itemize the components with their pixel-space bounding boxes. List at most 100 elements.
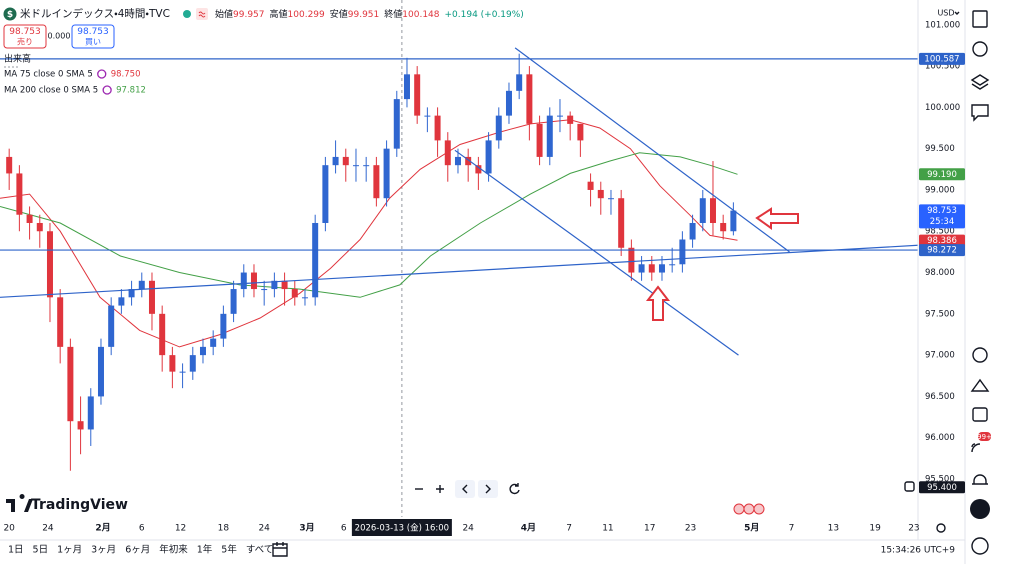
x-tick-label: 24 bbox=[258, 524, 270, 534]
bell[interactable] bbox=[972, 474, 988, 485]
candle-body bbox=[393, 99, 400, 149]
candle-body bbox=[516, 74, 523, 91]
currency[interactable]: USD bbox=[937, 9, 954, 18]
range-button[interactable]: 5日 bbox=[33, 545, 49, 556]
y-tick-label: 99.000 bbox=[925, 185, 955, 195]
ohlc-value: 99.957 bbox=[233, 10, 265, 20]
candle-body bbox=[138, 280, 145, 290]
x-tick-label: 24 bbox=[462, 524, 474, 534]
price-badge-label: 98.272 bbox=[927, 246, 957, 256]
events bbox=[733, 503, 765, 515]
clock: 15:34:26 UTC+9 bbox=[881, 546, 956, 556]
range-button[interactable]: 6ヶ月 bbox=[125, 545, 150, 556]
candle-body bbox=[546, 115, 553, 157]
candle-body bbox=[77, 421, 84, 430]
logo-icon bbox=[6, 494, 33, 512]
candle-body bbox=[638, 264, 645, 273]
candle-body bbox=[26, 214, 33, 223]
scroll-right-bg[interactable] bbox=[478, 480, 498, 498]
trend-line bbox=[0, 244, 918, 298]
candle-body bbox=[118, 297, 125, 306]
candle-body bbox=[169, 355, 176, 372]
data-icon bbox=[196, 8, 208, 20]
candle-body bbox=[230, 289, 237, 314]
candle-body bbox=[87, 396, 94, 430]
range-button[interactable]: すべて bbox=[246, 545, 273, 556]
indicator-name: MA 200 close 0 SMA 5 bbox=[4, 86, 98, 96]
x-tick-label: 7 bbox=[566, 524, 572, 534]
y-tick-label: 97.500 bbox=[925, 309, 955, 319]
buy-label[interactable]: 買い bbox=[85, 38, 101, 47]
price-badge-label: 98.753 bbox=[927, 206, 957, 216]
ohlc-value: 100.148 bbox=[402, 10, 439, 20]
candle-body bbox=[128, 289, 135, 298]
range-button[interactable]: 3ヶ月 bbox=[91, 545, 116, 556]
symbol-icon-text: $ bbox=[7, 10, 13, 20]
candle-body bbox=[291, 289, 298, 298]
pine[interactable] bbox=[970, 378, 990, 392]
candle-body bbox=[67, 346, 74, 422]
calendar[interactable] bbox=[972, 407, 988, 422]
candle-body bbox=[720, 222, 727, 232]
apps[interactable] bbox=[970, 499, 990, 519]
y-tick-label: 96.500 bbox=[925, 392, 955, 402]
zoom-in[interactable] bbox=[436, 485, 444, 493]
ideas[interactable] bbox=[972, 347, 988, 363]
settings[interactable] bbox=[936, 523, 946, 533]
ohlc-label: 終値 bbox=[384, 8, 402, 20]
sell-label[interactable]: 売り bbox=[17, 37, 33, 47]
candle-body bbox=[312, 222, 319, 298]
layers[interactable] bbox=[970, 74, 990, 90]
y-tick-label: 101.000 bbox=[925, 20, 960, 30]
range-button[interactable]: 1日 bbox=[8, 545, 24, 556]
range-button[interactable]: 1年 bbox=[197, 544, 213, 556]
notifications[interactable] bbox=[971, 443, 981, 453]
moving-average bbox=[0, 152, 738, 298]
price-countdown: 25:34 bbox=[930, 217, 955, 227]
price-badge bbox=[919, 234, 965, 247]
candle-body bbox=[618, 198, 625, 248]
x-tick-label: 23 bbox=[908, 524, 919, 534]
crosshair-label: 2026-03-13 (金) 16:00 bbox=[355, 523, 449, 534]
sell-button[interactable] bbox=[3, 24, 47, 49]
y-tick-label: 98.000 bbox=[925, 268, 955, 278]
candle-body bbox=[709, 198, 716, 223]
range-bar: 1日 5日 1ヶ月 3ヶ月 6ヶ月 年初来 1年 5年 すべて bbox=[8, 544, 273, 556]
sell-price[interactable]: 98.753 bbox=[9, 27, 41, 37]
date-range[interactable] bbox=[272, 542, 288, 557]
candle-body bbox=[679, 239, 686, 265]
candle-body bbox=[261, 289, 268, 291]
chat[interactable] bbox=[971, 104, 989, 122]
ohlc-label: 安値 bbox=[330, 8, 348, 20]
range-button[interactable]: 1ヶ月 bbox=[57, 545, 82, 556]
auto-scale[interactable] bbox=[904, 481, 915, 492]
candle-body bbox=[730, 210, 737, 232]
x-tick-label: 5月 bbox=[744, 523, 759, 534]
arrow-annotation bbox=[645, 285, 671, 321]
candle-body bbox=[607, 198, 614, 200]
range-button[interactable]: 5年 bbox=[221, 544, 237, 556]
y-tick-label: 100.000 bbox=[925, 103, 960, 113]
ohlc-value: 99.951 bbox=[348, 10, 380, 20]
scroll-left[interactable] bbox=[462, 484, 468, 494]
candle-body bbox=[628, 247, 635, 273]
ohlc-value: 100.299 bbox=[288, 10, 325, 20]
buy-price[interactable]: 98.753 bbox=[77, 27, 109, 37]
crosshair-label-bg bbox=[351, 519, 452, 536]
currency-caret bbox=[954, 11, 960, 15]
watchlist[interactable] bbox=[972, 10, 988, 28]
reset[interactable] bbox=[509, 483, 520, 495]
candle-body bbox=[526, 74, 533, 124]
candle-body bbox=[199, 346, 206, 356]
ohlc-legend: 始値99.957 高値100.299 安値99.951 終値100.148 +0.194… bbox=[215, 8, 524, 20]
x-tick-label: 4月 bbox=[521, 523, 536, 534]
scroll-left-bg[interactable] bbox=[455, 480, 475, 498]
range-button[interactable]: 年初来 bbox=[159, 544, 188, 556]
buy-button[interactable] bbox=[71, 24, 115, 49]
scroll-right[interactable] bbox=[485, 484, 491, 494]
alerts[interactable] bbox=[972, 41, 988, 57]
plot-area bbox=[0, 0, 918, 517]
help[interactable] bbox=[971, 537, 989, 555]
